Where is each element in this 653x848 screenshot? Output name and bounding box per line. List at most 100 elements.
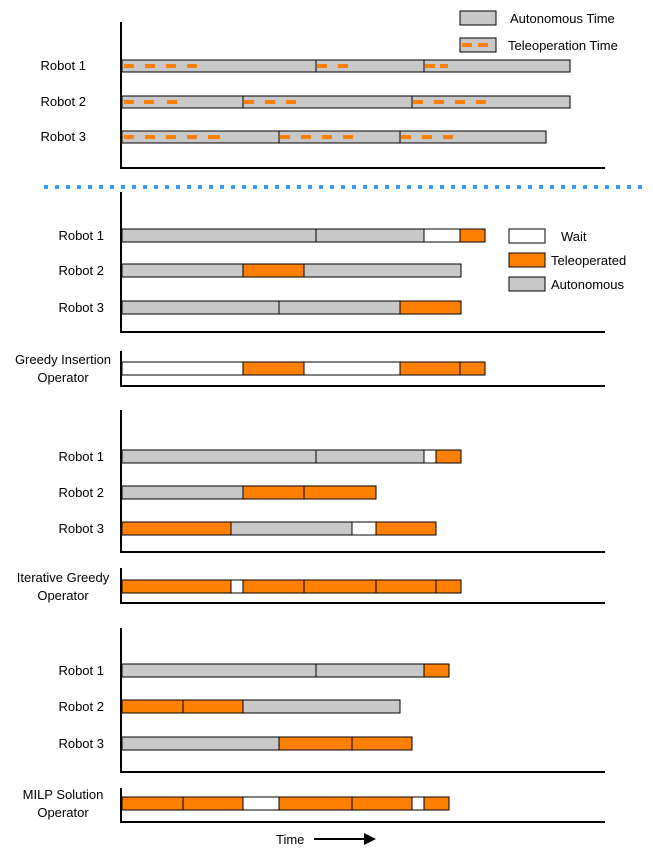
operator-teleoperated-segment [121,796,184,811]
legend-autonomous-swatch [508,276,546,292]
robot-label: Robot 1 [58,449,104,464]
teleoperated-segment [375,521,437,536]
autonomous-segment [230,521,353,536]
robot-row-2: Robot 2 [58,263,462,278]
wait-segment [423,228,461,243]
top-row-robot-2: Robot 2 [40,94,571,109]
autonomous-segment [121,228,317,243]
autonomous-segment [242,699,401,714]
operator-teleoperated-segment [435,579,462,594]
operator-wait-segment [121,361,244,376]
legend-teleoperated-swatch [508,252,546,268]
teleoperated-segment [278,736,353,751]
teleoperated-segment [351,736,413,751]
teleoperated-segment [242,485,305,500]
time-arrow-head [364,833,376,845]
robot-row-3: Robot 3 [58,300,462,315]
robot-label: Robot 1 [58,228,104,243]
robot-row-1: Robot 1 [58,228,486,243]
teleoperated-segment [242,263,305,278]
robot-label: Robot 3 [58,521,104,536]
robot-row-2: Robot 2 [58,485,377,500]
legend-teleoperated-label: Teleoperated [551,253,626,268]
autonomous-segment [315,663,425,678]
top-robot-rows: Robot 1 Robot 2 Robot 3 [40,58,571,144]
operator-teleoperated-segment [351,796,413,811]
top-row-robot-1: Robot 1 [40,58,571,73]
schedule-section-3: Robot 1 Robot 2 Robot 3 MILP Solution Operat… [23,628,605,823]
operator-label-line-2: Operator [37,588,89,603]
legend-wait-swatch [508,228,546,244]
robot-row-2: Robot 2 [58,699,401,714]
top-axes [120,22,605,169]
robot-row-3: Robot 3 [58,736,413,751]
operator-teleoperated-segment [242,579,305,594]
operator-wait-segment [303,361,401,376]
autonomous-segment [315,449,425,464]
teleoperated-segment [399,300,462,315]
operator-label-line-1: MILP Solution [23,787,104,802]
operator-teleoperated-segment [303,579,377,594]
wait-segment [423,449,437,464]
schedule-section-2: Robot 1 Robot 2 Robot 3 Iterative Greedy Ope… [17,410,605,604]
robot-label: Robot 2 [58,699,104,714]
schedule-legend: Wait Teleoperated Autonomous [508,228,626,292]
time-label: Time [276,832,304,847]
autonomous-segment [121,663,317,678]
autonomous-segment [121,449,317,464]
operator-label-line-2: Operator [37,805,89,820]
top-autonomous-bar [121,95,571,109]
teleoperated-segment [423,663,450,678]
operator-teleoperated-segment [121,579,232,594]
top-legend: Autonomous Time Teleoperation Time [459,10,618,53]
operator-teleoperated-segment [375,579,437,594]
operator-wait-segment [230,579,244,594]
autonomous-segment [121,736,280,751]
top-row-label: Robot 3 [40,129,86,144]
top-autonomous-bar [121,130,547,144]
operator-wait-segment [242,796,280,811]
operator-teleoperated-segment [459,361,486,376]
robot-label: Robot 3 [58,736,104,751]
schedule-sections: Robot 1 Robot 2 Robot 3 Greedy Insertion Ope… [15,192,605,823]
robot-row-1: Robot 1 [58,663,450,678]
autonomous-segment [121,263,244,278]
operator-teleoperated-segment [242,361,305,376]
top-row-robot-3: Robot 3 [40,129,547,144]
top-row-label: Robot 1 [40,58,86,73]
teleoperated-segment [435,449,462,464]
robot-row-3: Robot 3 [58,521,437,536]
robot-label: Robot 1 [58,663,104,678]
operator-row: Greedy Insertion Operator [15,352,486,385]
teleoperated-segment [121,699,184,714]
teleoperated-segment [303,485,377,500]
legend-wait-label: Wait [561,229,587,244]
time-axis-label: Time [276,832,376,847]
operator-row: MILP Solution Operator [23,787,450,820]
operator-label-line-2: Operator [37,370,89,385]
robot-label: Robot 2 [58,485,104,500]
legend-teleoperation-time-label: Teleoperation Time [508,38,618,53]
legend-autonomous-time-swatch [459,10,497,26]
wait-segment [351,521,377,536]
operator-teleoperated-segment [182,796,244,811]
operator-row: Iterative Greedy Operator [17,570,462,603]
autonomous-segment [121,300,280,315]
autonomous-segment [303,263,462,278]
robot-label: Robot 3 [58,300,104,315]
operator-teleoperated-segment [399,361,461,376]
autonomous-segment [121,485,244,500]
legend-autonomous-label: Autonomous [551,277,624,292]
robot-row-1: Robot 1 [58,449,462,464]
teleoperated-segment [121,521,232,536]
operator-wait-segment [411,796,425,811]
operator-label-line-1: Greedy Insertion [15,352,111,367]
schedule-section-1: Robot 1 Robot 2 Robot 3 Greedy Insertion Ope… [15,192,605,387]
teleoperated-segment [182,699,244,714]
legend-autonomous-time-label: Autonomous Time [510,11,615,26]
teleoperated-segment [459,228,486,243]
robot-label: Robot 2 [58,263,104,278]
operator-label-line-1: Iterative Greedy [17,570,110,585]
operator-teleoperated-segment [423,796,450,811]
